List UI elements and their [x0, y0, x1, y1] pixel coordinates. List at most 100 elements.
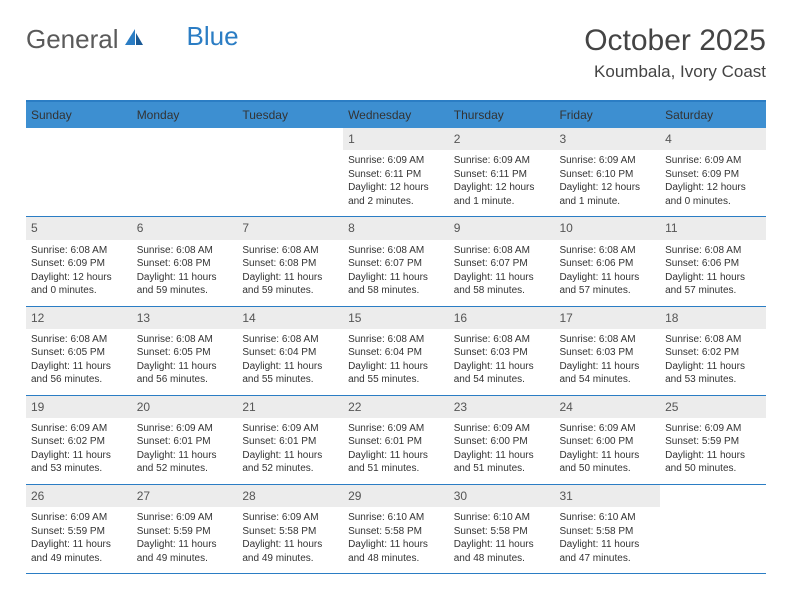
sunset-line: Sunset: 6:06 PM — [665, 257, 761, 271]
daytext-row: Sunrise: 6:08 AMSunset: 6:09 PMDaylight:… — [26, 240, 766, 306]
title-location: Koumbala, Ivory Coast — [584, 62, 766, 82]
daylight-line: Daylight: 12 hours and 2 minutes. — [348, 181, 444, 208]
day-number — [26, 128, 132, 150]
day-detail: Sunrise: 6:09 AMSunset: 6:01 PMDaylight:… — [237, 418, 343, 484]
sunset-line: Sunset: 6:11 PM — [348, 168, 444, 182]
daylight-line: Daylight: 11 hours and 57 minutes. — [665, 271, 761, 298]
day-detail: Sunrise: 6:09 AMSunset: 6:00 PMDaylight:… — [554, 418, 660, 484]
day-number: 27 — [132, 485, 238, 507]
day-detail — [237, 150, 343, 216]
day-number: 25 — [660, 396, 766, 418]
day-number: 24 — [554, 396, 660, 418]
daylight-line: Daylight: 12 hours and 0 minutes. — [665, 181, 761, 208]
day-number: 28 — [237, 485, 343, 507]
day-detail: Sunrise: 6:10 AMSunset: 5:58 PMDaylight:… — [449, 507, 555, 573]
sunset-line: Sunset: 6:02 PM — [31, 435, 127, 449]
sunrise-line: Sunrise: 6:09 AM — [454, 154, 550, 168]
daylight-line: Daylight: 11 hours and 56 minutes. — [137, 360, 233, 387]
day-detail: Sunrise: 6:09 AMSunset: 6:11 PMDaylight:… — [343, 150, 449, 216]
daylight-line: Daylight: 11 hours and 53 minutes. — [31, 449, 127, 476]
day-detail: Sunrise: 6:08 AMSunset: 6:09 PMDaylight:… — [26, 240, 132, 306]
day-number: 21 — [237, 396, 343, 418]
sunset-line: Sunset: 6:03 PM — [454, 346, 550, 360]
sunrise-line: Sunrise: 6:09 AM — [665, 154, 761, 168]
day-detail: Sunrise: 6:08 AMSunset: 6:06 PMDaylight:… — [554, 240, 660, 306]
weekday-header: Monday — [132, 102, 238, 128]
daylight-line: Daylight: 11 hours and 52 minutes. — [242, 449, 338, 476]
sunrise-line: Sunrise: 6:08 AM — [348, 333, 444, 347]
day-number: 4 — [660, 128, 766, 150]
daytext-row: Sunrise: 6:09 AMSunset: 6:11 PMDaylight:… — [26, 150, 766, 216]
day-detail: Sunrise: 6:09 AMSunset: 5:59 PMDaylight:… — [132, 507, 238, 573]
day-number: 15 — [343, 307, 449, 329]
day-detail: Sunrise: 6:10 AMSunset: 5:58 PMDaylight:… — [554, 507, 660, 573]
sunrise-line: Sunrise: 6:08 AM — [665, 333, 761, 347]
day-detail: Sunrise: 6:09 AMSunset: 6:01 PMDaylight:… — [132, 418, 238, 484]
day-number: 22 — [343, 396, 449, 418]
sunrise-line: Sunrise: 6:09 AM — [454, 422, 550, 436]
daylight-line: Daylight: 11 hours and 52 minutes. — [137, 449, 233, 476]
daylight-line: Daylight: 12 hours and 1 minute. — [559, 181, 655, 208]
sunrise-line: Sunrise: 6:08 AM — [31, 244, 127, 258]
sunset-line: Sunset: 5:58 PM — [242, 525, 338, 539]
sunrise-line: Sunrise: 6:08 AM — [137, 244, 233, 258]
day-number: 10 — [554, 217, 660, 239]
daylight-line: Daylight: 11 hours and 54 minutes. — [454, 360, 550, 387]
daylight-line: Daylight: 11 hours and 51 minutes. — [454, 449, 550, 476]
sunrise-line: Sunrise: 6:09 AM — [348, 422, 444, 436]
sunset-line: Sunset: 6:04 PM — [348, 346, 444, 360]
day-number: 5 — [26, 217, 132, 239]
title-block: October 2025 Koumbala, Ivory Coast — [584, 24, 766, 82]
sunset-line: Sunset: 6:01 PM — [348, 435, 444, 449]
daylight-line: Daylight: 11 hours and 55 minutes. — [242, 360, 338, 387]
day-detail: Sunrise: 6:09 AMSunset: 5:59 PMDaylight:… — [660, 418, 766, 484]
day-detail: Sunrise: 6:09 AMSunset: 6:01 PMDaylight:… — [343, 418, 449, 484]
sunset-line: Sunset: 6:01 PM — [137, 435, 233, 449]
sunrise-line: Sunrise: 6:09 AM — [665, 422, 761, 436]
sunrise-line: Sunrise: 6:08 AM — [137, 333, 233, 347]
sunset-line: Sunset: 6:01 PM — [242, 435, 338, 449]
sunset-line: Sunset: 6:02 PM — [665, 346, 761, 360]
daylight-line: Daylight: 11 hours and 49 minutes. — [242, 538, 338, 565]
page-header: General Blue October 2025 Koumbala, Ivor… — [26, 24, 766, 82]
day-number: 12 — [26, 307, 132, 329]
daylight-line: Daylight: 11 hours and 48 minutes. — [348, 538, 444, 565]
sunset-line: Sunset: 6:04 PM — [242, 346, 338, 360]
daylight-line: Daylight: 11 hours and 58 minutes. — [454, 271, 550, 298]
weekday-header: Saturday — [660, 102, 766, 128]
sunrise-line: Sunrise: 6:09 AM — [137, 511, 233, 525]
sunrise-line: Sunrise: 6:09 AM — [242, 422, 338, 436]
day-detail: Sunrise: 6:09 AMSunset: 6:02 PMDaylight:… — [26, 418, 132, 484]
daynum-row: 1234 — [26, 128, 766, 150]
day-number: 19 — [26, 396, 132, 418]
day-detail — [26, 150, 132, 216]
daylight-line: Daylight: 11 hours and 49 minutes. — [137, 538, 233, 565]
sunrise-line: Sunrise: 6:08 AM — [242, 333, 338, 347]
day-number: 6 — [132, 217, 238, 239]
day-number: 9 — [449, 217, 555, 239]
day-detail: Sunrise: 6:09 AMSunset: 5:58 PMDaylight:… — [237, 507, 343, 573]
weekday-header-row: SundayMondayTuesdayWednesdayThursdayFrid… — [26, 102, 766, 128]
day-number: 2 — [449, 128, 555, 150]
day-detail: Sunrise: 6:09 AMSunset: 6:10 PMDaylight:… — [554, 150, 660, 216]
sunrise-line: Sunrise: 6:09 AM — [31, 511, 127, 525]
day-detail: Sunrise: 6:08 AMSunset: 6:07 PMDaylight:… — [449, 240, 555, 306]
sunrise-line: Sunrise: 6:08 AM — [454, 333, 550, 347]
sunset-line: Sunset: 6:08 PM — [137, 257, 233, 271]
sunrise-line: Sunrise: 6:08 AM — [559, 333, 655, 347]
sunrise-line: Sunrise: 6:08 AM — [31, 333, 127, 347]
day-detail: Sunrise: 6:08 AMSunset: 6:03 PMDaylight:… — [554, 329, 660, 395]
sunset-line: Sunset: 5:58 PM — [348, 525, 444, 539]
daylight-line: Daylight: 12 hours and 0 minutes. — [31, 271, 127, 298]
daytext-row: Sunrise: 6:09 AMSunset: 5:59 PMDaylight:… — [26, 507, 766, 573]
sunset-line: Sunset: 6:03 PM — [559, 346, 655, 360]
sunset-line: Sunset: 5:58 PM — [559, 525, 655, 539]
day-number: 8 — [343, 217, 449, 239]
day-detail — [660, 507, 766, 573]
day-detail: Sunrise: 6:08 AMSunset: 6:05 PMDaylight:… — [26, 329, 132, 395]
daylight-line: Daylight: 11 hours and 55 minutes. — [348, 360, 444, 387]
weekday-header: Tuesday — [237, 102, 343, 128]
daylight-line: Daylight: 11 hours and 59 minutes. — [242, 271, 338, 298]
day-detail: Sunrise: 6:09 AMSunset: 5:59 PMDaylight:… — [26, 507, 132, 573]
daylight-line: Daylight: 11 hours and 50 minutes. — [559, 449, 655, 476]
